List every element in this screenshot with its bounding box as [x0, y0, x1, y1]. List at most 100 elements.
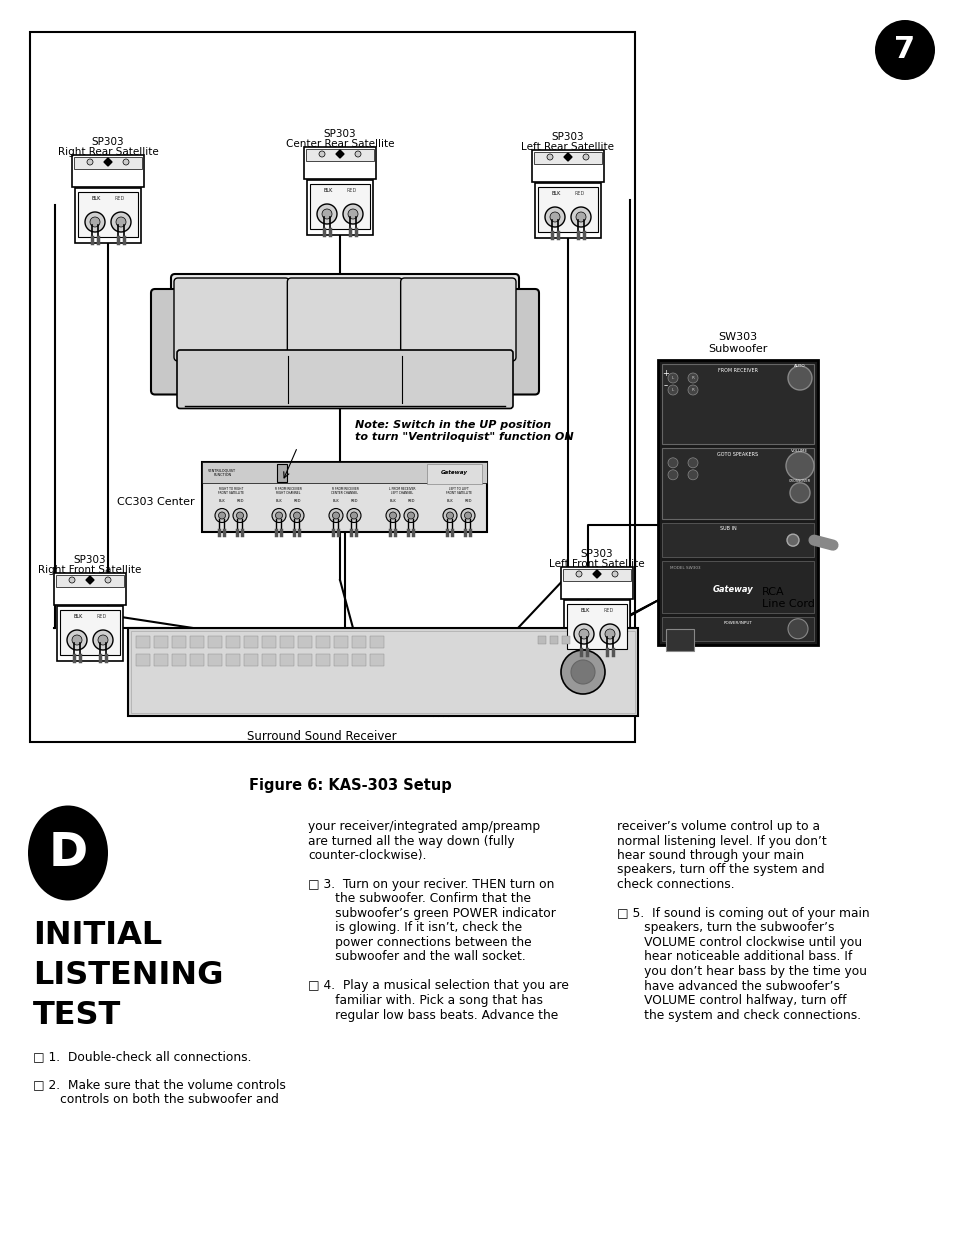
Text: you don’t hear bass by the time you: you don’t hear bass by the time you: [617, 965, 866, 978]
Bar: [172, 655, 186, 666]
Polygon shape: [335, 149, 344, 158]
Text: VOLUME: VOLUME: [791, 448, 808, 453]
Text: SUB IN: SUB IN: [719, 526, 736, 531]
Text: RED: RED: [236, 499, 244, 503]
Text: CC303 Center: CC303 Center: [117, 496, 194, 508]
Text: AUTO: AUTO: [793, 364, 805, 368]
FancyBboxPatch shape: [151, 289, 181, 394]
Circle shape: [576, 571, 581, 577]
Bar: [262, 636, 275, 648]
Bar: [310, 184, 370, 228]
Bar: [315, 655, 330, 666]
Text: L: L: [671, 388, 674, 391]
Text: controls on both the subwoofer and: controls on both the subwoofer and: [33, 1093, 278, 1107]
Bar: [334, 655, 348, 666]
Text: Subwoofer: Subwoofer: [707, 345, 767, 354]
Text: check connections.: check connections.: [617, 878, 734, 890]
Circle shape: [667, 469, 678, 480]
Circle shape: [318, 151, 325, 157]
Text: □ 3.  Turn on your reciver. THEN turn on: □ 3. Turn on your reciver. THEN turn on: [308, 878, 554, 890]
Circle shape: [687, 469, 698, 480]
FancyBboxPatch shape: [287, 278, 402, 361]
Bar: [136, 655, 150, 666]
Circle shape: [582, 154, 588, 161]
Circle shape: [464, 513, 471, 519]
Circle shape: [574, 624, 594, 643]
Circle shape: [111, 212, 131, 232]
Text: SP303: SP303: [323, 128, 355, 140]
Text: regular low bass beats. Advance the: regular low bass beats. Advance the: [308, 1009, 558, 1021]
Circle shape: [233, 509, 247, 522]
Bar: [226, 655, 240, 666]
Bar: [550, 636, 558, 643]
Text: LISTENING: LISTENING: [33, 960, 223, 990]
Text: receiver’s volume control up to a: receiver’s volume control up to a: [617, 820, 820, 832]
Bar: [306, 149, 374, 161]
Circle shape: [546, 154, 553, 161]
Text: D: D: [49, 830, 88, 876]
Bar: [128, 629, 638, 716]
Circle shape: [67, 630, 87, 650]
Circle shape: [442, 509, 456, 522]
Circle shape: [350, 513, 357, 519]
FancyBboxPatch shape: [400, 278, 516, 361]
Bar: [56, 576, 124, 587]
Text: SP303: SP303: [551, 132, 583, 142]
Bar: [262, 655, 275, 666]
Circle shape: [785, 452, 813, 480]
Ellipse shape: [28, 805, 108, 900]
Text: familiar with. Pick a song that has: familiar with. Pick a song that has: [308, 994, 542, 1007]
Text: LEFT TO LEFT
FRONT SATELLITE: LEFT TO LEFT FRONT SATELLITE: [446, 487, 472, 495]
Bar: [560, 567, 633, 599]
Circle shape: [294, 513, 300, 519]
Bar: [661, 448, 813, 519]
Circle shape: [290, 509, 304, 522]
Text: Note: Switch in the UP position
to turn "Ventriloquist" function ON: Note: Switch in the UP position to turn …: [355, 420, 573, 442]
Text: Figure 6: KAS-303 Setup: Figure 6: KAS-303 Setup: [249, 778, 451, 793]
Circle shape: [105, 577, 111, 583]
Bar: [57, 606, 123, 661]
Text: BLK: BLK: [73, 614, 83, 619]
FancyBboxPatch shape: [173, 278, 289, 361]
Circle shape: [272, 509, 286, 522]
Text: Gateway: Gateway: [712, 585, 753, 594]
Circle shape: [322, 209, 332, 219]
Bar: [370, 655, 384, 666]
Text: hear sound through your main: hear sound through your main: [617, 848, 803, 862]
Text: L: L: [671, 375, 674, 380]
Bar: [153, 655, 168, 666]
Circle shape: [787, 619, 807, 638]
Text: RED: RED: [603, 608, 614, 613]
Text: RED: RED: [464, 499, 471, 503]
Bar: [75, 188, 141, 243]
Circle shape: [236, 513, 243, 519]
Circle shape: [604, 629, 615, 638]
Text: □ 5.  If sound is coming out of your main: □ 5. If sound is coming out of your main: [617, 906, 869, 920]
Text: L FROM RECEIVER
LEFT CHANNEL: L FROM RECEIVER LEFT CHANNEL: [388, 487, 415, 495]
Text: □ 2.  Make sure that the volume controls: □ 2. Make sure that the volume controls: [33, 1078, 286, 1091]
Circle shape: [667, 385, 678, 395]
Circle shape: [578, 629, 588, 638]
Text: BLK: BLK: [323, 188, 333, 193]
Text: subwoofer’s green POWER indicator: subwoofer’s green POWER indicator: [308, 906, 556, 920]
Bar: [307, 180, 373, 235]
Text: FROM RECEIVER: FROM RECEIVER: [718, 368, 758, 373]
Circle shape: [874, 20, 934, 80]
Bar: [153, 636, 168, 648]
Circle shape: [116, 217, 126, 227]
Bar: [658, 359, 817, 645]
Text: are turned all the way down (fully: are turned all the way down (fully: [308, 835, 514, 847]
Circle shape: [69, 577, 75, 583]
Bar: [202, 462, 487, 483]
Circle shape: [550, 212, 559, 222]
Polygon shape: [104, 158, 112, 165]
Circle shape: [389, 513, 396, 519]
Circle shape: [87, 159, 92, 165]
Circle shape: [612, 571, 618, 577]
Text: VENTRILOQUIST
FUNCTION: VENTRILOQUIST FUNCTION: [208, 468, 236, 477]
Circle shape: [787, 366, 811, 390]
Text: RED: RED: [347, 188, 356, 193]
Text: SP303: SP303: [580, 550, 613, 559]
Circle shape: [576, 212, 585, 222]
Bar: [71, 156, 144, 186]
